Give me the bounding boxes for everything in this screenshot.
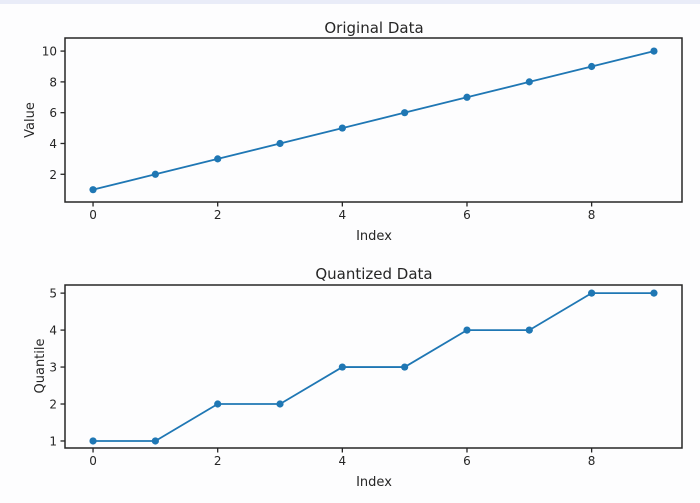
data-point [338,363,346,371]
data-line [92,50,655,191]
y-tick-label: 2 [49,168,57,182]
data-point [401,109,409,117]
quantized-data-subplot: 0 2 4 6 8 1 2 3 4 5 [49,284,683,468]
data-point [463,93,471,101]
original-data-subplot: 0 2 4 6 8 2 4 6 8 10 [42,37,683,222]
data-point [89,437,97,445]
x-axis-label-quantized: Index [356,475,392,490]
data-point [338,124,346,132]
data-point [151,437,159,445]
y-tick-label: 6 [49,106,57,120]
y-tick-label: 8 [49,75,57,89]
data-point [650,47,658,55]
chart-title-original: Original Data [324,19,423,37]
chart-title-quantized: Quantized Data [315,265,432,283]
y-tick-label: 4 [49,324,57,338]
x-tick-label: 6 [463,454,471,468]
x-tick-label: 8 [588,208,596,222]
data-point [89,186,97,194]
data-point [525,326,533,334]
data-point [588,62,596,71]
y-tick-label: 1 [49,434,57,448]
data-line [92,292,655,442]
y-tick-label: 4 [49,137,57,151]
x-tick-label: 2 [214,454,222,468]
data-point [588,289,596,297]
x-axis-label-original: Index [356,229,392,244]
x-tick-label: 4 [339,454,347,468]
x-tick-label: 0 [89,208,97,222]
x-tick-label: 2 [214,208,222,222]
y-axis-label-original: Value [23,102,38,138]
y-tick-label: 5 [49,287,57,301]
plot-border [64,37,683,203]
data-point [276,139,284,148]
y-tick-label: 2 [49,398,57,412]
data-point [151,170,159,178]
data-point [525,78,533,86]
data-point [276,400,284,408]
y-tick-label: 3 [49,361,57,375]
page-top-strip [0,0,700,4]
y-axis-label-quantized: Quantile [33,339,48,394]
data-point [214,155,222,163]
data-point [650,289,658,297]
data-point [463,326,471,334]
x-tick-label: 4 [339,208,347,222]
x-tick-label: 0 [89,454,97,468]
data-point [214,400,222,408]
data-point [401,363,409,371]
x-tick-label: 8 [588,454,596,468]
y-tick-label: 10 [42,45,57,59]
x-tick-label: 6 [463,208,471,222]
